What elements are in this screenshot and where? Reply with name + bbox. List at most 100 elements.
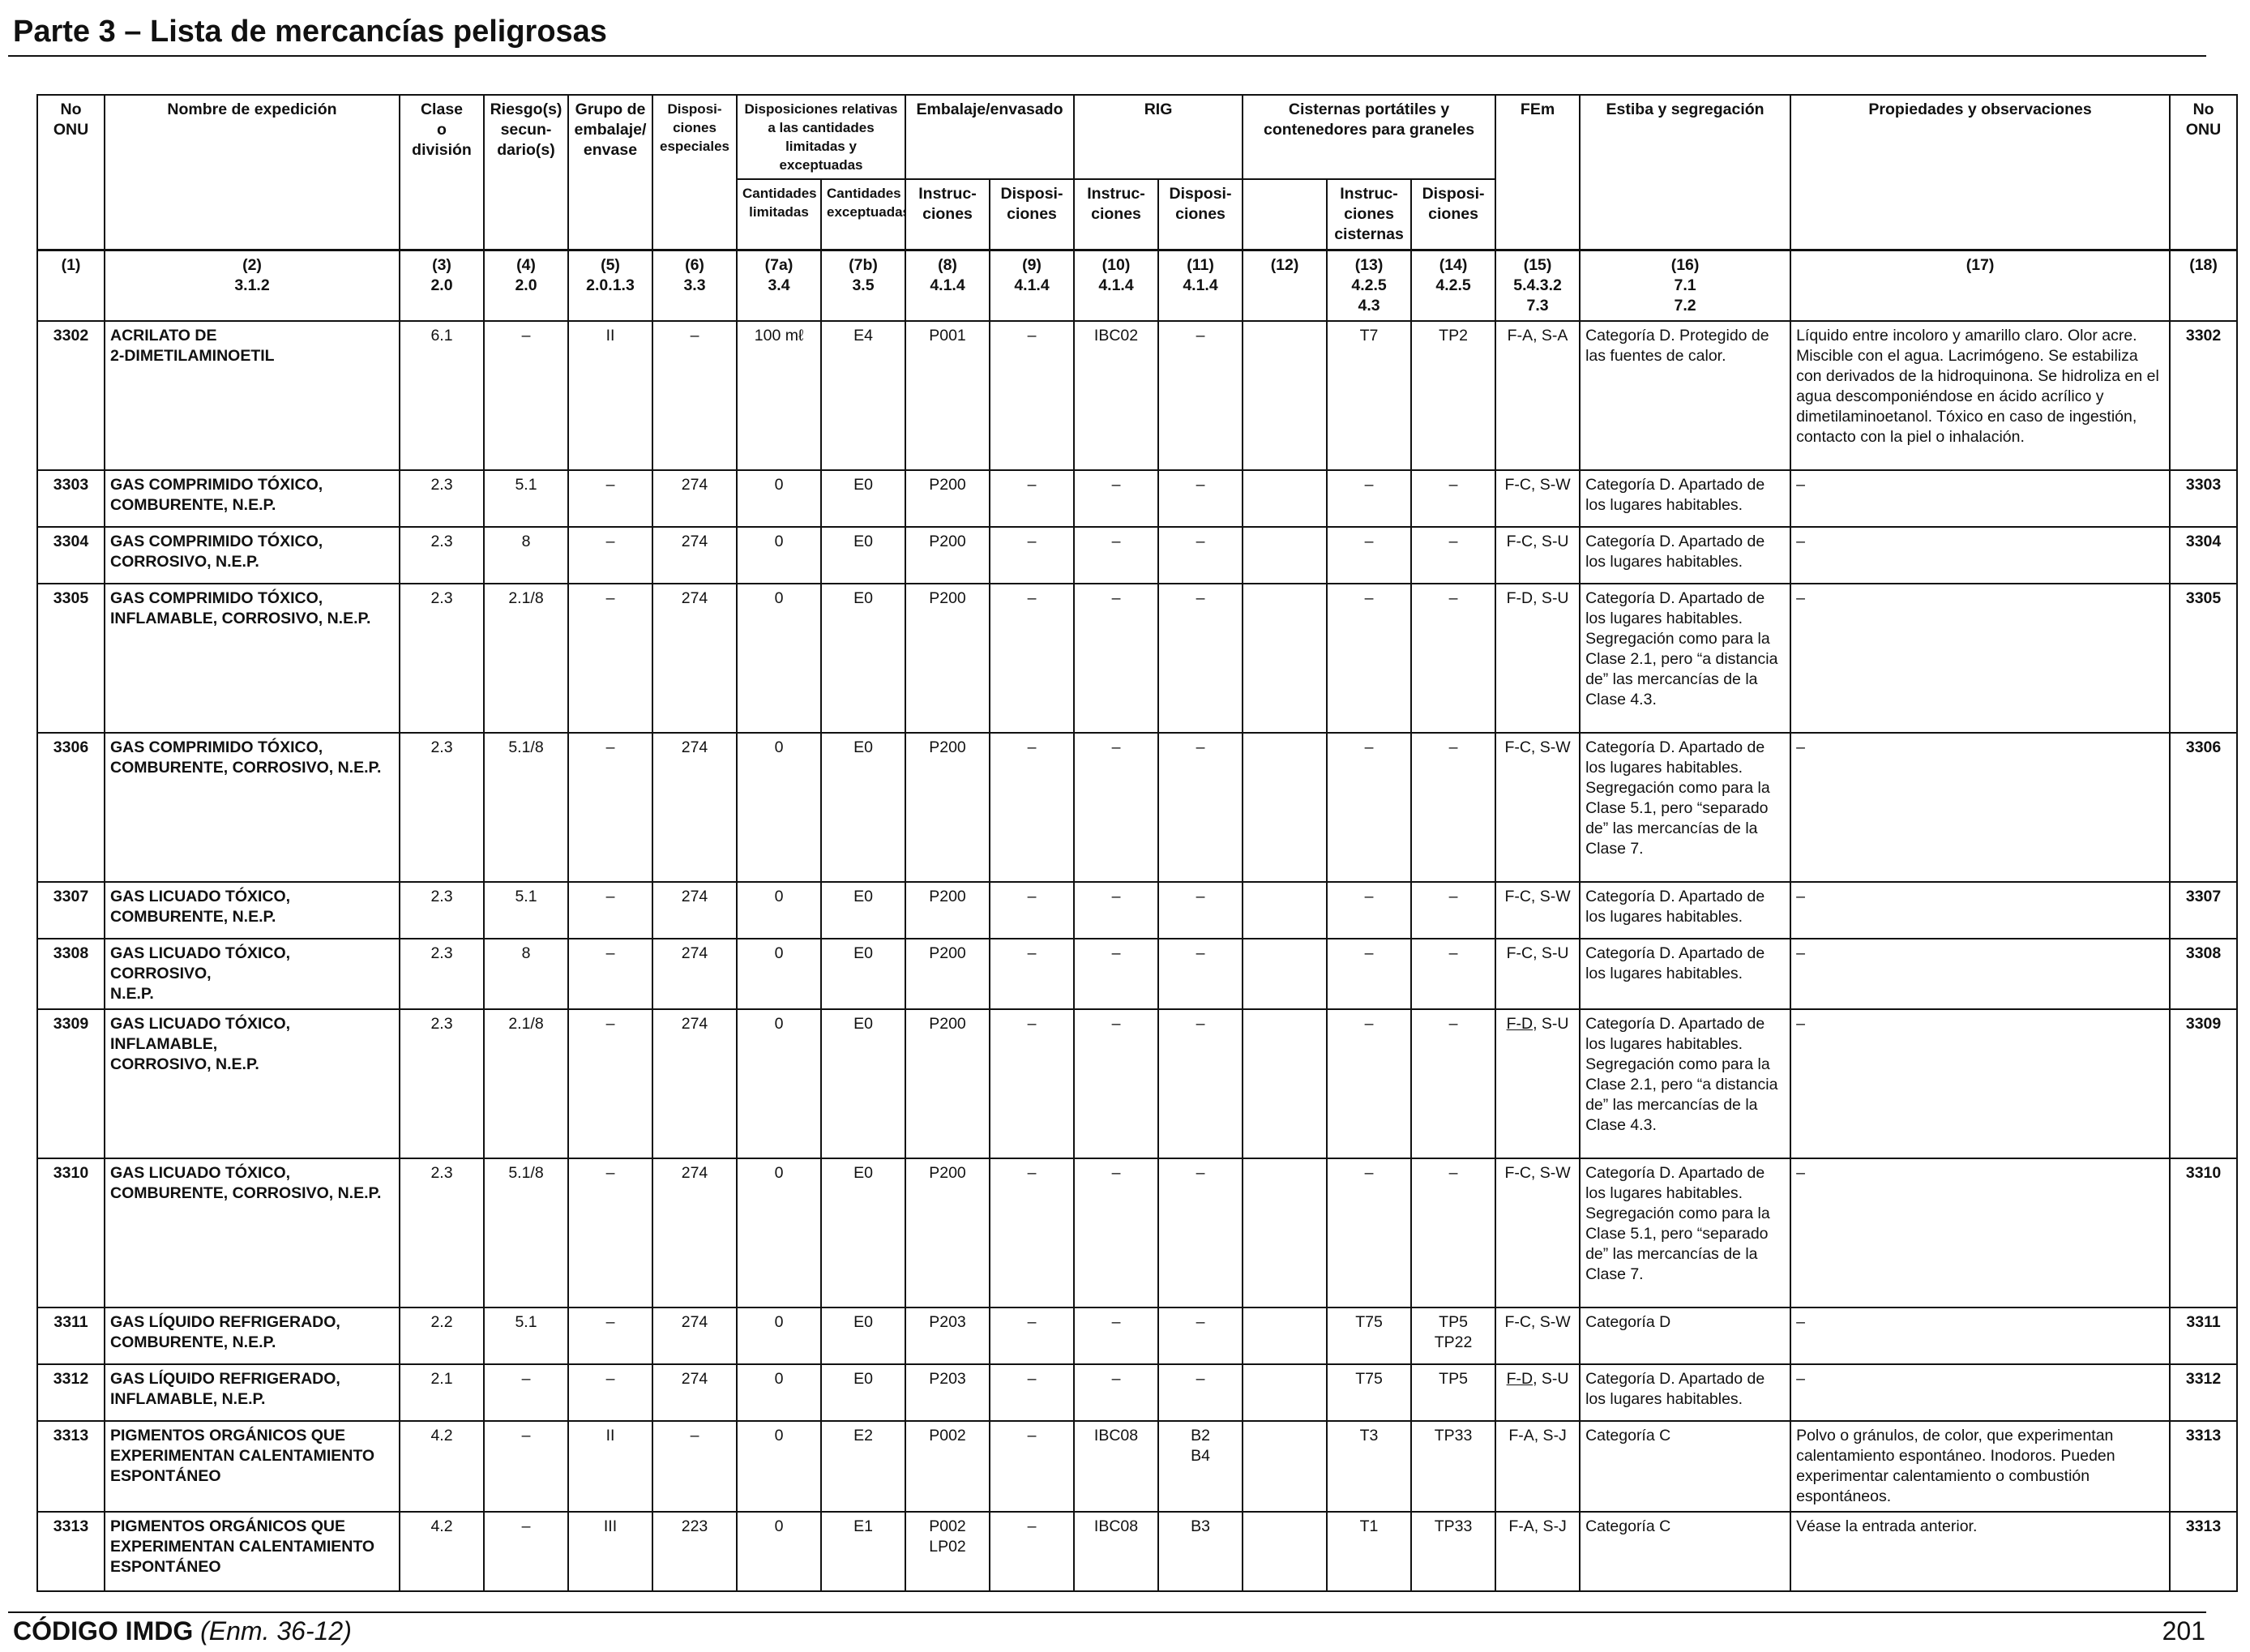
row-dispo-especiales: 274 <box>652 1363 738 1422</box>
row-rig-disposiciones: B3 <box>1157 1511 1244 1592</box>
row-estiba: Categoría D. Apartado de los lugares hab… <box>1579 526 1792 584</box>
row-rig-disposiciones: – <box>1157 938 1244 1010</box>
row-fem: F-A, S-A <box>1495 320 1581 471</box>
row-rig-disposiciones: – <box>1157 1363 1244 1422</box>
row-no-onu: 3304 <box>36 526 105 584</box>
row-propiedades: Líquido entre incoloro y amarillo claro.… <box>1790 320 2171 471</box>
row-cis-blank <box>1242 1420 1328 1513</box>
row-cis-blank <box>1242 1307 1328 1365</box>
row-riesgo: 2.1/8 <box>483 583 569 734</box>
row-fem: F-C, S-W <box>1495 1158 1581 1308</box>
column-number-cell: (8) 4.1.4 <box>905 249 990 322</box>
row-riesgo: 5.1/8 <box>483 732 569 883</box>
row-clase: 2.3 <box>399 1158 485 1308</box>
row-cis-disposiciones: – <box>1410 1008 1497 1159</box>
table-row: 3305 GAS COMPRIMIDO TÓXICO, INFLAMABLE, C… <box>36 583 2239 734</box>
row-emb-instrucciones: P200 <box>905 732 990 883</box>
row-estiba: Categoría C <box>1579 1511 1792 1592</box>
row-dispo-especiales: 274 <box>652 1158 738 1308</box>
row-estiba: Categoría D. Apartado de los lugares hab… <box>1579 938 1792 1010</box>
row-clase: 2.3 <box>399 583 485 734</box>
row-clase: 2.3 <box>399 1008 485 1159</box>
row-name: GAS LICUADO TÓXICO, COMBURENTE, CORROSIV… <box>104 1158 400 1308</box>
row-grupo: – <box>567 526 653 584</box>
row-no-onu-right: 3306 <box>2169 732 2239 883</box>
row-emb-disposiciones: – <box>988 938 1076 1010</box>
row-rig-disposiciones: B2 B4 <box>1157 1420 1244 1513</box>
row-cant-limitadas: 0 <box>736 938 822 1010</box>
row-rig-disposiciones: – <box>1157 320 1244 471</box>
row-rig-instrucciones: – <box>1073 469 1160 528</box>
row-cis-instrucciones: – <box>1326 881 1413 939</box>
row-cis-blank <box>1242 881 1328 939</box>
row-clase: 2.1 <box>399 1363 485 1422</box>
row-fem: F-C, S-W <box>1495 469 1581 528</box>
row-grupo: – <box>567 583 653 734</box>
row-emb-disposiciones: – <box>988 1158 1076 1308</box>
row-cis-instrucciones: – <box>1326 1008 1413 1159</box>
column-number-cell: (12) <box>1242 249 1328 322</box>
fem-underlined: F-D <box>1506 1370 1534 1388</box>
row-emb-disposiciones: – <box>988 1511 1076 1592</box>
footer-code-name: CÓDIGO IMDG <box>13 1616 194 1646</box>
column-number-cell: (7a) 3.4 <box>736 249 822 322</box>
column-number-cell: (2) 3.1.2 <box>104 249 400 322</box>
row-name: GAS COMPRIMIDO TÓXICO, COMBURENTE, CORRO… <box>104 732 400 883</box>
footer-code: CÓDIGO IMDG (Enm. 36-12) <box>13 1616 352 1646</box>
col-header-no-onu: No ONU <box>36 94 105 251</box>
row-emb-instrucciones: P200 <box>905 583 990 734</box>
row-cis-blank <box>1242 938 1328 1010</box>
col-header-nombre: Nombre de expedición <box>104 94 400 251</box>
col-header-emb-disposiciones: Disposi- ciones <box>988 178 1076 251</box>
row-rig-disposiciones: – <box>1157 526 1244 584</box>
row-rig-instrucciones: – <box>1073 583 1160 734</box>
row-estiba: Categoría D. Apartado de los lugares hab… <box>1579 583 1792 734</box>
row-grupo: – <box>567 1008 653 1159</box>
row-no-onu: 3311 <box>36 1307 105 1365</box>
row-cant-exceptuadas: E0 <box>820 583 906 734</box>
row-fem: F-C, S-W <box>1495 732 1581 883</box>
row-dispo-especiales: 274 <box>652 526 738 584</box>
fem-underlined: F-D <box>1506 1015 1534 1033</box>
row-propiedades: – <box>1790 881 2171 939</box>
row-dispo-especiales: 274 <box>652 732 738 883</box>
row-emb-disposiciones: – <box>988 1363 1076 1422</box>
row-dispo-especiales: 274 <box>652 1008 738 1159</box>
row-riesgo: – <box>483 320 569 471</box>
row-fem: F-D, S-U <box>1495 1008 1581 1159</box>
row-cant-limitadas: 0 <box>736 526 822 584</box>
row-grupo: – <box>567 469 653 528</box>
column-number-cell: (3) 2.0 <box>399 249 485 322</box>
header-rule <box>8 55 2206 57</box>
row-grupo: – <box>567 1363 653 1422</box>
table-row: 3313 PIGMENTOS ORGÁNICOS QUE EXPERIMENTAN… <box>36 1511 2239 1592</box>
row-cis-blank <box>1242 526 1328 584</box>
row-rig-instrucciones: IBC08 <box>1073 1511 1160 1592</box>
row-cis-instrucciones: – <box>1326 469 1413 528</box>
column-number-cell: (1) <box>36 249 105 322</box>
row-no-onu-right: 3311 <box>2169 1307 2239 1365</box>
row-emb-disposiciones: – <box>988 1008 1076 1159</box>
row-clase: 2.2 <box>399 1307 485 1365</box>
row-cant-exceptuadas: E0 <box>820 1158 906 1308</box>
row-no-onu-right: 3305 <box>2169 583 2239 734</box>
row-cant-limitadas: 0 <box>736 1363 822 1422</box>
row-cant-exceptuadas: E0 <box>820 938 906 1010</box>
col-header-propiedades: Propiedades y observaciones <box>1790 94 2171 251</box>
row-fem: F-A, S-J <box>1495 1420 1581 1513</box>
row-cis-blank <box>1242 320 1328 471</box>
row-propiedades: – <box>1790 469 2171 528</box>
row-emb-disposiciones: – <box>988 320 1076 471</box>
row-cant-limitadas: 0 <box>736 881 822 939</box>
row-dispo-especiales: 274 <box>652 938 738 1010</box>
row-no-onu: 3313 <box>36 1420 105 1513</box>
row-cant-limitadas: 0 <box>736 583 822 734</box>
row-name: GAS LÍQUIDO REFRIGERADO, COMBURENTE, N.E… <box>104 1307 400 1365</box>
row-cant-limitadas: 0 <box>736 1158 822 1308</box>
row-cis-disposiciones: TP2 <box>1410 320 1497 471</box>
row-cis-instrucciones: – <box>1326 583 1413 734</box>
table-row: 3302 ACRILATO DE 2-DIMETILAMINOETIL 6.1– II… <box>36 320 2239 471</box>
row-no-onu: 3302 <box>36 320 105 471</box>
header-row-1: No ONU Nombre de expedición Clase o divi… <box>36 94 2239 251</box>
col-header-cis-disposiciones: Disposi- ciones <box>1410 178 1497 251</box>
